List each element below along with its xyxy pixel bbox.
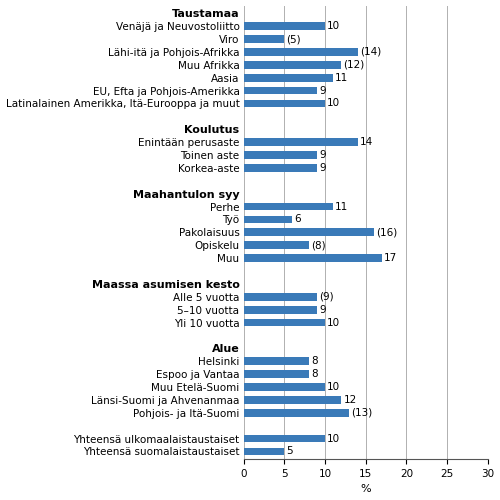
Bar (244, 35, 284, 43)
Bar (244, 383, 325, 391)
Bar (244, 434, 325, 442)
Bar (244, 293, 317, 300)
Text: 8: 8 (311, 356, 318, 366)
Bar (244, 86, 317, 94)
Text: (8): (8) (311, 240, 326, 250)
Text: 9: 9 (319, 304, 326, 314)
Text: 9: 9 (319, 150, 326, 160)
Text: 6: 6 (294, 214, 301, 224)
Text: 14: 14 (360, 137, 373, 147)
Text: 9: 9 (319, 86, 326, 96)
Text: (16): (16) (376, 228, 397, 237)
Bar (244, 216, 292, 224)
Bar (244, 22, 325, 30)
Bar (244, 74, 333, 82)
Text: (12): (12) (344, 60, 364, 70)
Text: (9): (9) (319, 292, 334, 302)
X-axis label: %: % (360, 484, 371, 494)
Bar (244, 396, 342, 404)
Text: 17: 17 (384, 253, 398, 263)
Bar (244, 242, 308, 249)
Text: (13): (13) (352, 408, 372, 418)
Bar (244, 164, 317, 172)
Text: 11: 11 (335, 72, 348, 83)
Bar (244, 254, 382, 262)
Text: 10: 10 (327, 382, 340, 392)
Bar (244, 370, 308, 378)
Bar (244, 448, 284, 456)
Bar (244, 202, 333, 210)
Bar (244, 100, 325, 108)
Text: (5): (5) (286, 34, 301, 44)
Bar (244, 228, 374, 236)
Text: 10: 10 (327, 434, 340, 444)
Text: 10: 10 (327, 318, 340, 328)
Bar (244, 48, 358, 56)
Bar (244, 318, 325, 326)
Text: (14): (14) (360, 47, 381, 57)
Bar (244, 151, 317, 159)
Text: 10: 10 (327, 21, 340, 31)
Text: 10: 10 (327, 98, 340, 108)
Bar (244, 138, 358, 146)
Text: 11: 11 (335, 202, 348, 211)
Text: 12: 12 (344, 395, 356, 405)
Bar (244, 409, 350, 416)
Bar (244, 306, 317, 314)
Text: 8: 8 (311, 369, 318, 379)
Bar (244, 358, 308, 365)
Text: 5: 5 (286, 446, 293, 456)
Text: 9: 9 (319, 163, 326, 173)
Bar (244, 61, 342, 68)
